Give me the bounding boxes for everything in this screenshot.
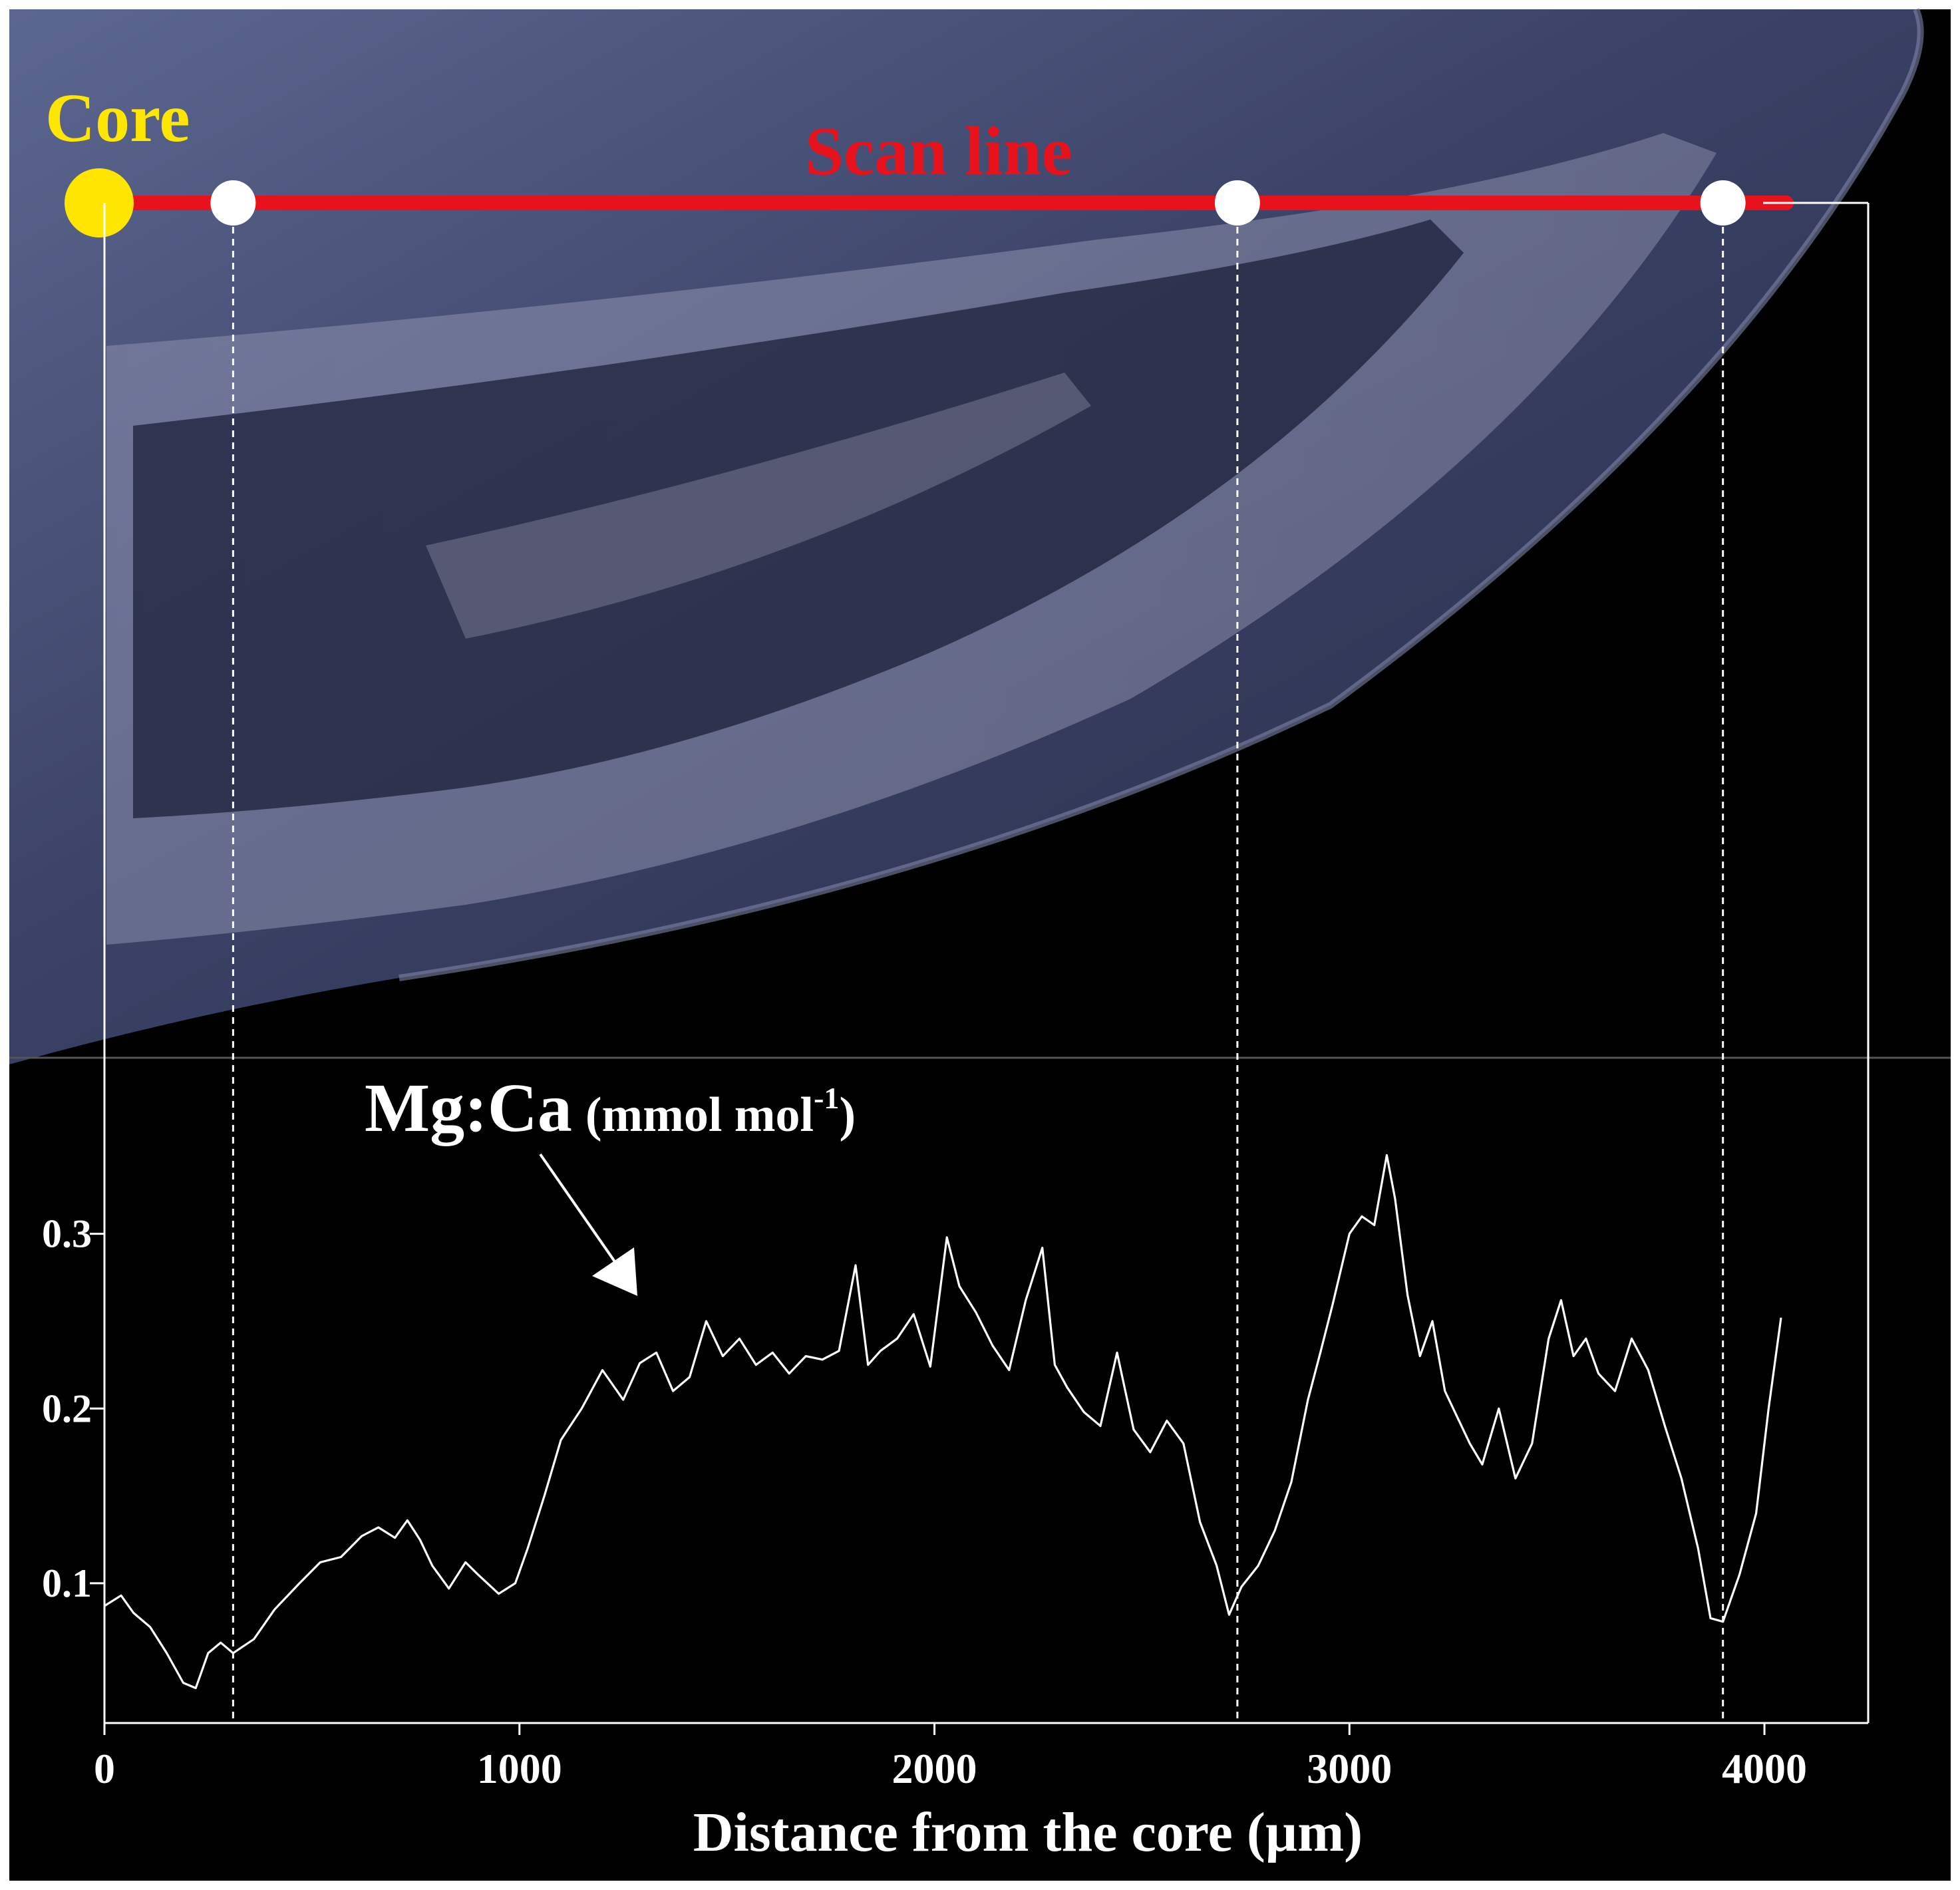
x-tick-label-0: 0 [94,1745,115,1792]
series-line-mgca [104,1154,1782,1690]
x-tick-label-2000: 2000 [892,1745,977,1792]
otolith-light-stripe [426,373,1091,639]
x-tick-label-3000: 3000 [1307,1745,1392,1792]
scan-line-label: Scan line [805,113,1072,190]
series-name: Mg:Ca [365,1070,572,1146]
otolith-dark-band [133,220,1464,818]
y-tick-label-0_1: 0.1 [42,1561,92,1605]
chart-axes: 0 1000 2000 3000 4000 0.1 0.2 0.3 [42,202,1870,1792]
series-unit-close: ) [839,1088,856,1142]
x-axis-title: Distance from the core (µm) [693,1802,1363,1863]
y-tick-label-0_2: 0.2 [42,1386,92,1430]
series-label: Mg:Ca (mmol mol-1) [365,1070,856,1146]
annotation-arrow-head [592,1247,637,1296]
series-unit: (mmol mol [585,1088,814,1142]
annotation-arrow-shaft [539,1153,620,1269]
series-unit-sup: -1 [814,1081,839,1115]
core-label: Core [45,80,190,156]
x-tick-label-4000: 4000 [1722,1745,1807,1792]
core-marker [65,168,134,237]
x-tick-label-1000: 1000 [477,1745,562,1792]
otolith-edge-highlight [399,8,1924,981]
y-tick-label-0_3: 0.3 [42,1212,92,1256]
otolith-photo [9,8,1924,1064]
